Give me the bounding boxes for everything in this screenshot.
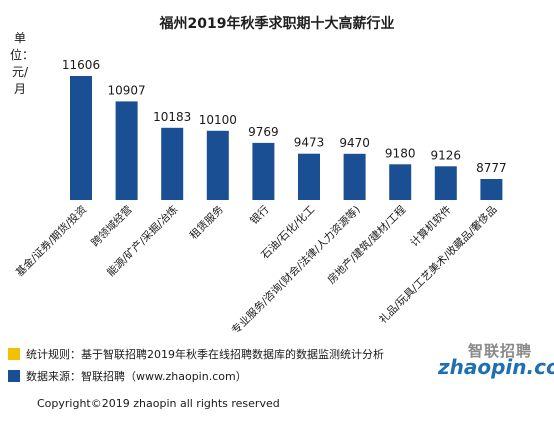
category-label: 基金/证券/期货/投资 (13, 203, 89, 279)
category-label: 计算机软件 (408, 203, 454, 249)
bar-value-label: 11606 (62, 58, 100, 72)
bar (206, 130, 229, 200)
legend-rule-text: 统计规则：基于智联招聘2019年秋季在线招聘数据库的数据监测统计分析 (26, 348, 384, 361)
bar (115, 101, 138, 200)
bar-value-label: 10183 (153, 110, 191, 124)
zhaopin-logo: 智联招聘 zhaopin.com (438, 340, 554, 380)
bar (298, 153, 320, 200)
logo-en-text: zhaopin.com (438, 355, 554, 379)
category-label: 租赁服务 (187, 203, 226, 242)
logo-cn-text: 智联招聘 (468, 342, 533, 360)
legend-source-text: 数据来源：智联招聘（www.zhaopin.com） (26, 370, 247, 383)
bar-value-label: 10907 (108, 83, 146, 97)
bar (252, 142, 275, 200)
category-label: 跨领域经营 (88, 203, 134, 249)
legend-source-swatch (8, 370, 20, 382)
category-label: 房地产/建筑/建材/工程 (325, 203, 409, 287)
copyright: Copyright©2019 zhaopin all rights reserv… (37, 397, 280, 410)
legend-rule-swatch (8, 348, 20, 360)
bar-value-label: 9470 (339, 136, 370, 150)
category-label: 银行 (247, 203, 271, 227)
bar-value-label: 9769 (248, 125, 279, 139)
bar (434, 166, 457, 200)
bar-value-label: 9180 (385, 146, 416, 160)
bar-value-label: 8777 (476, 161, 507, 175)
bar (70, 76, 92, 200)
bar (343, 153, 366, 200)
bar-chart: 11606 10907 10183 10100 9769 9473 9470 9180 9126… (13, 58, 507, 337)
bar (161, 127, 184, 200)
bar-value-label: 10100 (199, 113, 237, 127)
chart-title: 福州2019年秋季求职期十大高薪行业 (159, 16, 395, 32)
bar (480, 179, 503, 200)
legend-source: 数据来源：智联招聘（www.zhaopin.com） (8, 368, 247, 384)
legend-rule: 统计规则：基于智联招聘2019年秋季在线招聘数据库的数据监测统计分析 (8, 346, 384, 362)
bar-value-label: 9473 (294, 136, 325, 150)
bar-value-label: 9126 (431, 148, 462, 162)
bar (389, 164, 412, 200)
y-axis-label: 单位：元/月 (10, 31, 35, 96)
